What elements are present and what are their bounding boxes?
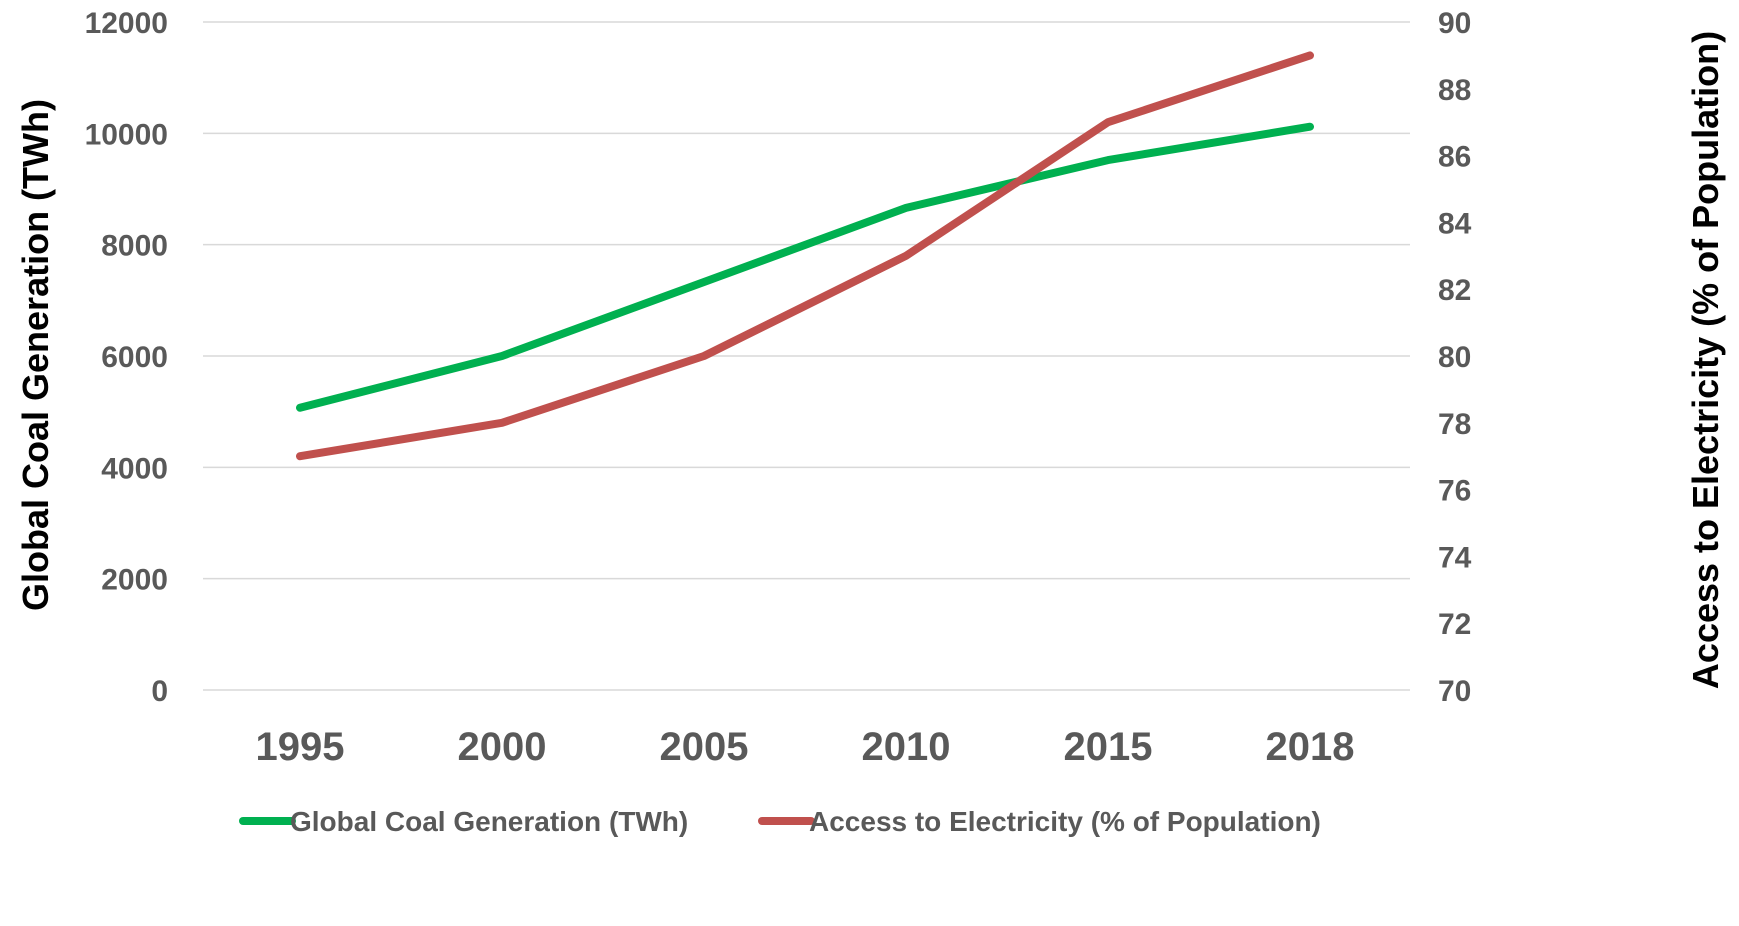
x-axis-ticks: 1995 2000 2005 2010 2015 2018 [256, 725, 1355, 769]
x-tick-label: 2015 [1064, 725, 1153, 769]
x-tick-label: 2010 [862, 725, 951, 769]
right-tick-label: 86 [1438, 141, 1471, 174]
left-tick-label: 4000 [101, 452, 168, 485]
right-tick-label: 76 [1438, 475, 1471, 508]
left-axis-ticks: 0 2000 4000 6000 8000 10000 12000 [85, 7, 168, 708]
right-axis-ticks: 70 72 74 76 78 80 82 84 86 88 90 [1438, 7, 1472, 708]
legend-label-1: Global Coal Generation (TWh) [290, 806, 688, 837]
right-tick-label: 90 [1438, 7, 1471, 40]
right-tick-label: 70 [1438, 675, 1471, 708]
x-tick-label: 2000 [458, 725, 547, 769]
right-tick-label: 74 [1438, 541, 1472, 574]
left-axis-title: Global Coal Generation (TWh) [15, 99, 56, 611]
left-tick-label: 8000 [101, 230, 168, 263]
left-tick-label: 10000 [85, 118, 168, 151]
right-tick-label: 84 [1438, 207, 1472, 240]
legend: Global Coal Generation (TWh) Access to El… [239, 806, 1321, 837]
x-tick-label: 2005 [660, 725, 749, 769]
gridlines [203, 21, 1410, 691]
right-tick-label: 78 [1438, 408, 1471, 441]
right-tick-label: 82 [1438, 274, 1471, 307]
x-tick-label: 2018 [1266, 725, 1355, 769]
series-line-2 [296, 51, 1314, 461]
right-tick-label: 80 [1438, 341, 1471, 374]
series-lines [296, 51, 1314, 461]
legend-label-2: Access to Electricity (% of Population) [809, 806, 1321, 837]
left-tick-label: 6000 [101, 341, 168, 374]
x-tick-label: 1995 [256, 725, 345, 769]
right-tick-label: 88 [1438, 74, 1471, 107]
left-tick-label: 12000 [85, 7, 168, 40]
series-line-1 [296, 122, 1314, 412]
left-tick-label: 0 [151, 675, 168, 708]
right-tick-label: 72 [1438, 608, 1471, 641]
left-tick-label: 2000 [101, 564, 168, 597]
right-axis-title: Access to Electricity (% of Population) [1685, 31, 1726, 689]
